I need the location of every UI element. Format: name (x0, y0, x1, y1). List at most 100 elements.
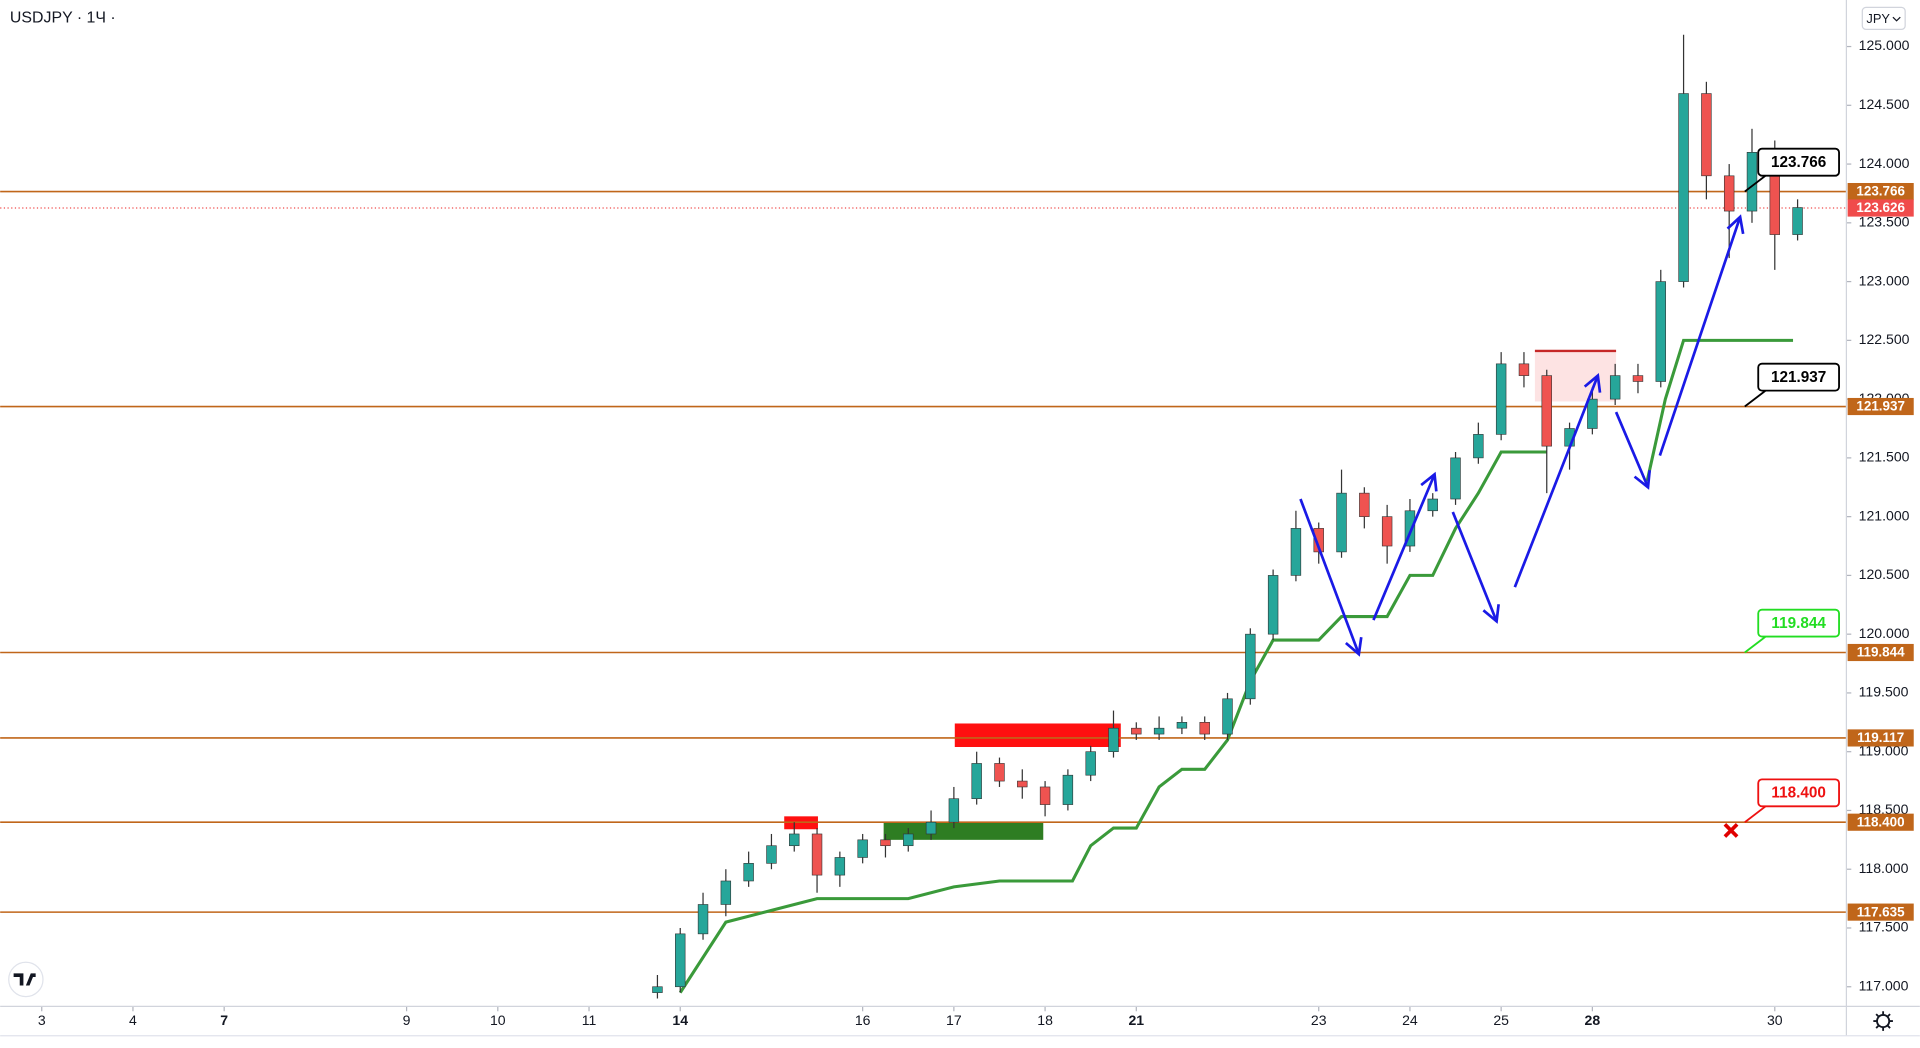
price-label: 121.937 (1856, 399, 1905, 414)
y-tick-label: 118.500 (1859, 801, 1909, 817)
x-tick-label: 7 (220, 1012, 228, 1028)
y-tick-label: 118.000 (1859, 860, 1909, 876)
y-tick-label: 123.500 (1859, 214, 1910, 230)
y-tick-label: 122.500 (1859, 331, 1910, 347)
x-tick-label: 30 (1767, 1012, 1783, 1028)
candle-body (1701, 93, 1712, 177)
candle-body (834, 857, 846, 876)
symbol-title: USDJPY · 1Ч · (10, 10, 116, 27)
callout-tail (1744, 635, 1767, 654)
y-tick-label: 117.000 (1859, 977, 1909, 993)
currency-label[interactable]: JPY (1866, 11, 1890, 26)
currency-caret[interactable] (1892, 16, 1901, 22)
arrow-head (1420, 471, 1438, 492)
currency-box[interactable] (1861, 6, 1906, 30)
callout-box (1757, 362, 1840, 392)
candle-body (1746, 152, 1758, 212)
candle-body (1017, 780, 1028, 788)
y-tick-label: 119.500 (1859, 684, 1909, 700)
callout-box (1757, 778, 1840, 808)
y-tick-label: 124.500 (1859, 96, 1910, 112)
arrow-line (1299, 498, 1361, 655)
callout-tail (1744, 174, 1767, 193)
x-tick-label: 9 (403, 1012, 411, 1028)
x-tick-label: 24 (1402, 1012, 1418, 1028)
x-tick-label: 16 (855, 1012, 871, 1028)
candle-body (1108, 727, 1119, 753)
candle-body (1313, 528, 1324, 553)
currency-button[interactable]: JPY (1861, 6, 1906, 30)
candle-body (1518, 363, 1530, 376)
arrow-head (1726, 214, 1745, 235)
price-label-bg (1847, 643, 1914, 662)
candle-body (1039, 786, 1051, 805)
y-tick-label: 121.000 (1859, 507, 1910, 523)
callout-label: 121.937 (1771, 369, 1826, 386)
supertrend-line (678, 338, 1794, 994)
candle-body (652, 986, 663, 993)
gear-teeth[interactable] (1873, 1011, 1893, 1031)
arrow-line (1372, 473, 1436, 621)
candle-body (743, 863, 754, 882)
candle-body (811, 833, 823, 876)
candle-body (1404, 510, 1416, 547)
arrow-line (1451, 511, 1498, 622)
candle-body (971, 763, 982, 800)
candle-body (1450, 457, 1461, 500)
y-tick-label: 120.000 (1859, 625, 1910, 641)
price-label-bg (1847, 813, 1914, 831)
candle-body (1336, 492, 1347, 553)
x-tick-label: 4 (129, 1012, 137, 1028)
callout-label: 118.400 (1771, 784, 1825, 801)
candle-body (1792, 207, 1803, 235)
price-label: 118.400 (1857, 814, 1905, 829)
tv-logo[interactable] (8, 961, 44, 998)
logo-mark[interactable] (13, 973, 36, 986)
settings-button[interactable] (1873, 1011, 1893, 1031)
candle-body (1632, 375, 1644, 382)
candle-body (994, 763, 1005, 782)
candle-body (1381, 516, 1393, 547)
candle-body (903, 833, 914, 847)
candle-body (1587, 398, 1598, 429)
x-tick-label: 11 (582, 1012, 597, 1028)
x-tick-label: 10 (490, 1012, 506, 1028)
price-label-bg (1847, 397, 1914, 416)
price-label-bg (1847, 903, 1914, 921)
logo-circle[interactable] (8, 961, 44, 998)
candle-body (1062, 774, 1074, 805)
x-tick-label: 28 (1585, 1012, 1601, 1028)
callout-box (1757, 147, 1840, 177)
y-tick-label: 125.000 (1859, 37, 1910, 53)
candle-body (1131, 727, 1142, 735)
candle-body (1176, 722, 1188, 729)
arrow-head (1344, 636, 1363, 657)
last-price-label: 123.626 (1856, 200, 1905, 215)
callout-tail (1744, 389, 1767, 408)
y-tick-label: 117.500 (1859, 919, 1909, 935)
candle-body (1427, 498, 1438, 512)
candle-body (1655, 281, 1666, 382)
arrow-head (1633, 470, 1652, 490)
price-label: 117.635 (1857, 904, 1905, 919)
x-tick-label: 14 (672, 1012, 688, 1028)
candle-body (1473, 434, 1484, 459)
price-label-bg (1847, 182, 1914, 201)
candle-body (1359, 492, 1370, 517)
price-label: 119.117 (1857, 730, 1904, 745)
y-tick-label: 124.000 (1859, 155, 1910, 171)
x-marker (1723, 823, 1739, 838)
candle-body (675, 933, 686, 988)
candle-body (720, 880, 732, 905)
price-label: 123.766 (1856, 184, 1905, 199)
candle-body (1199, 722, 1210, 735)
x-tick-label: 3 (38, 1012, 46, 1028)
y-tick-label: 121.500 (1859, 449, 1910, 465)
candle-body (1290, 528, 1302, 576)
arrow-head (1482, 604, 1500, 624)
candle-body (1609, 375, 1621, 400)
candle-body (1085, 751, 1096, 776)
